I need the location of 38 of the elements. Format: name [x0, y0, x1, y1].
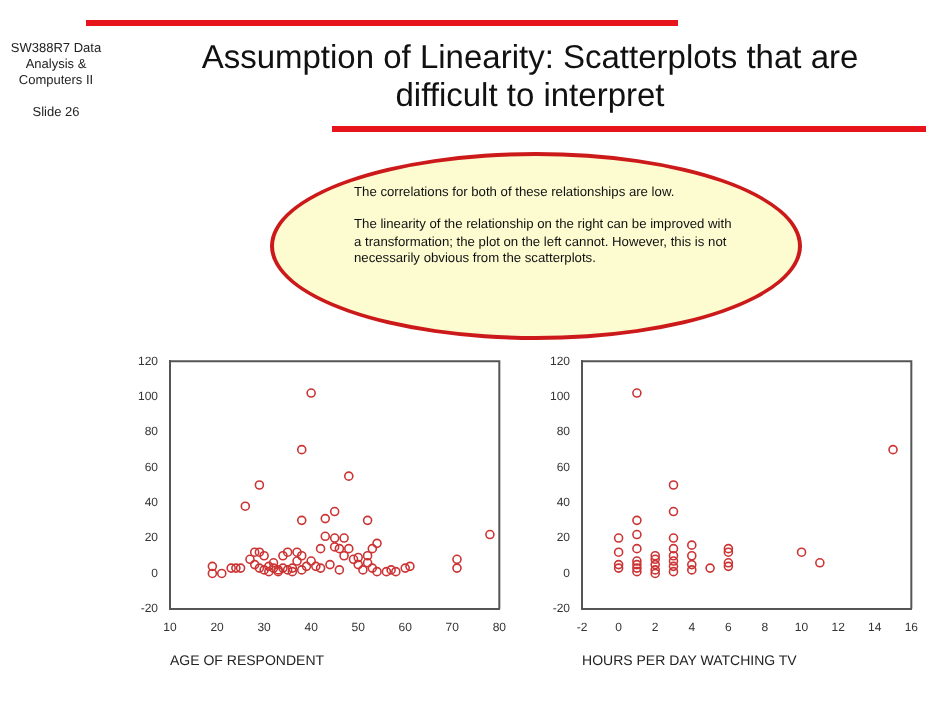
point [668, 480, 679, 490]
point [613, 547, 624, 558]
point [668, 550, 679, 561]
point [796, 547, 807, 558]
point [723, 558, 734, 568]
point [668, 561, 679, 572]
point [613, 563, 624, 573]
point [632, 543, 642, 554]
point [686, 550, 697, 561]
point [632, 566, 642, 577]
point [632, 388, 642, 398]
point [723, 547, 734, 558]
point [632, 563, 642, 573]
point [650, 565, 660, 575]
point [686, 540, 697, 550]
point [668, 566, 679, 577]
point [632, 556, 642, 566]
point [668, 556, 679, 566]
point [632, 515, 642, 526]
chart-title: Assumption of Linearity: Scatterplots that are difficult to interpret [199, 40, 861, 116]
point [723, 561, 734, 572]
point [632, 529, 642, 540]
point [650, 559, 660, 570]
point [668, 543, 679, 554]
point [888, 444, 898, 455]
point [815, 558, 825, 568]
point [705, 563, 715, 573]
point [613, 559, 624, 570]
point [723, 543, 734, 554]
point [668, 506, 679, 517]
point [686, 559, 697, 570]
point [650, 550, 660, 561]
point [650, 554, 660, 565]
point [613, 533, 624, 543]
point [686, 565, 697, 575]
point [668, 533, 679, 543]
point [632, 559, 642, 570]
point [650, 568, 660, 579]
